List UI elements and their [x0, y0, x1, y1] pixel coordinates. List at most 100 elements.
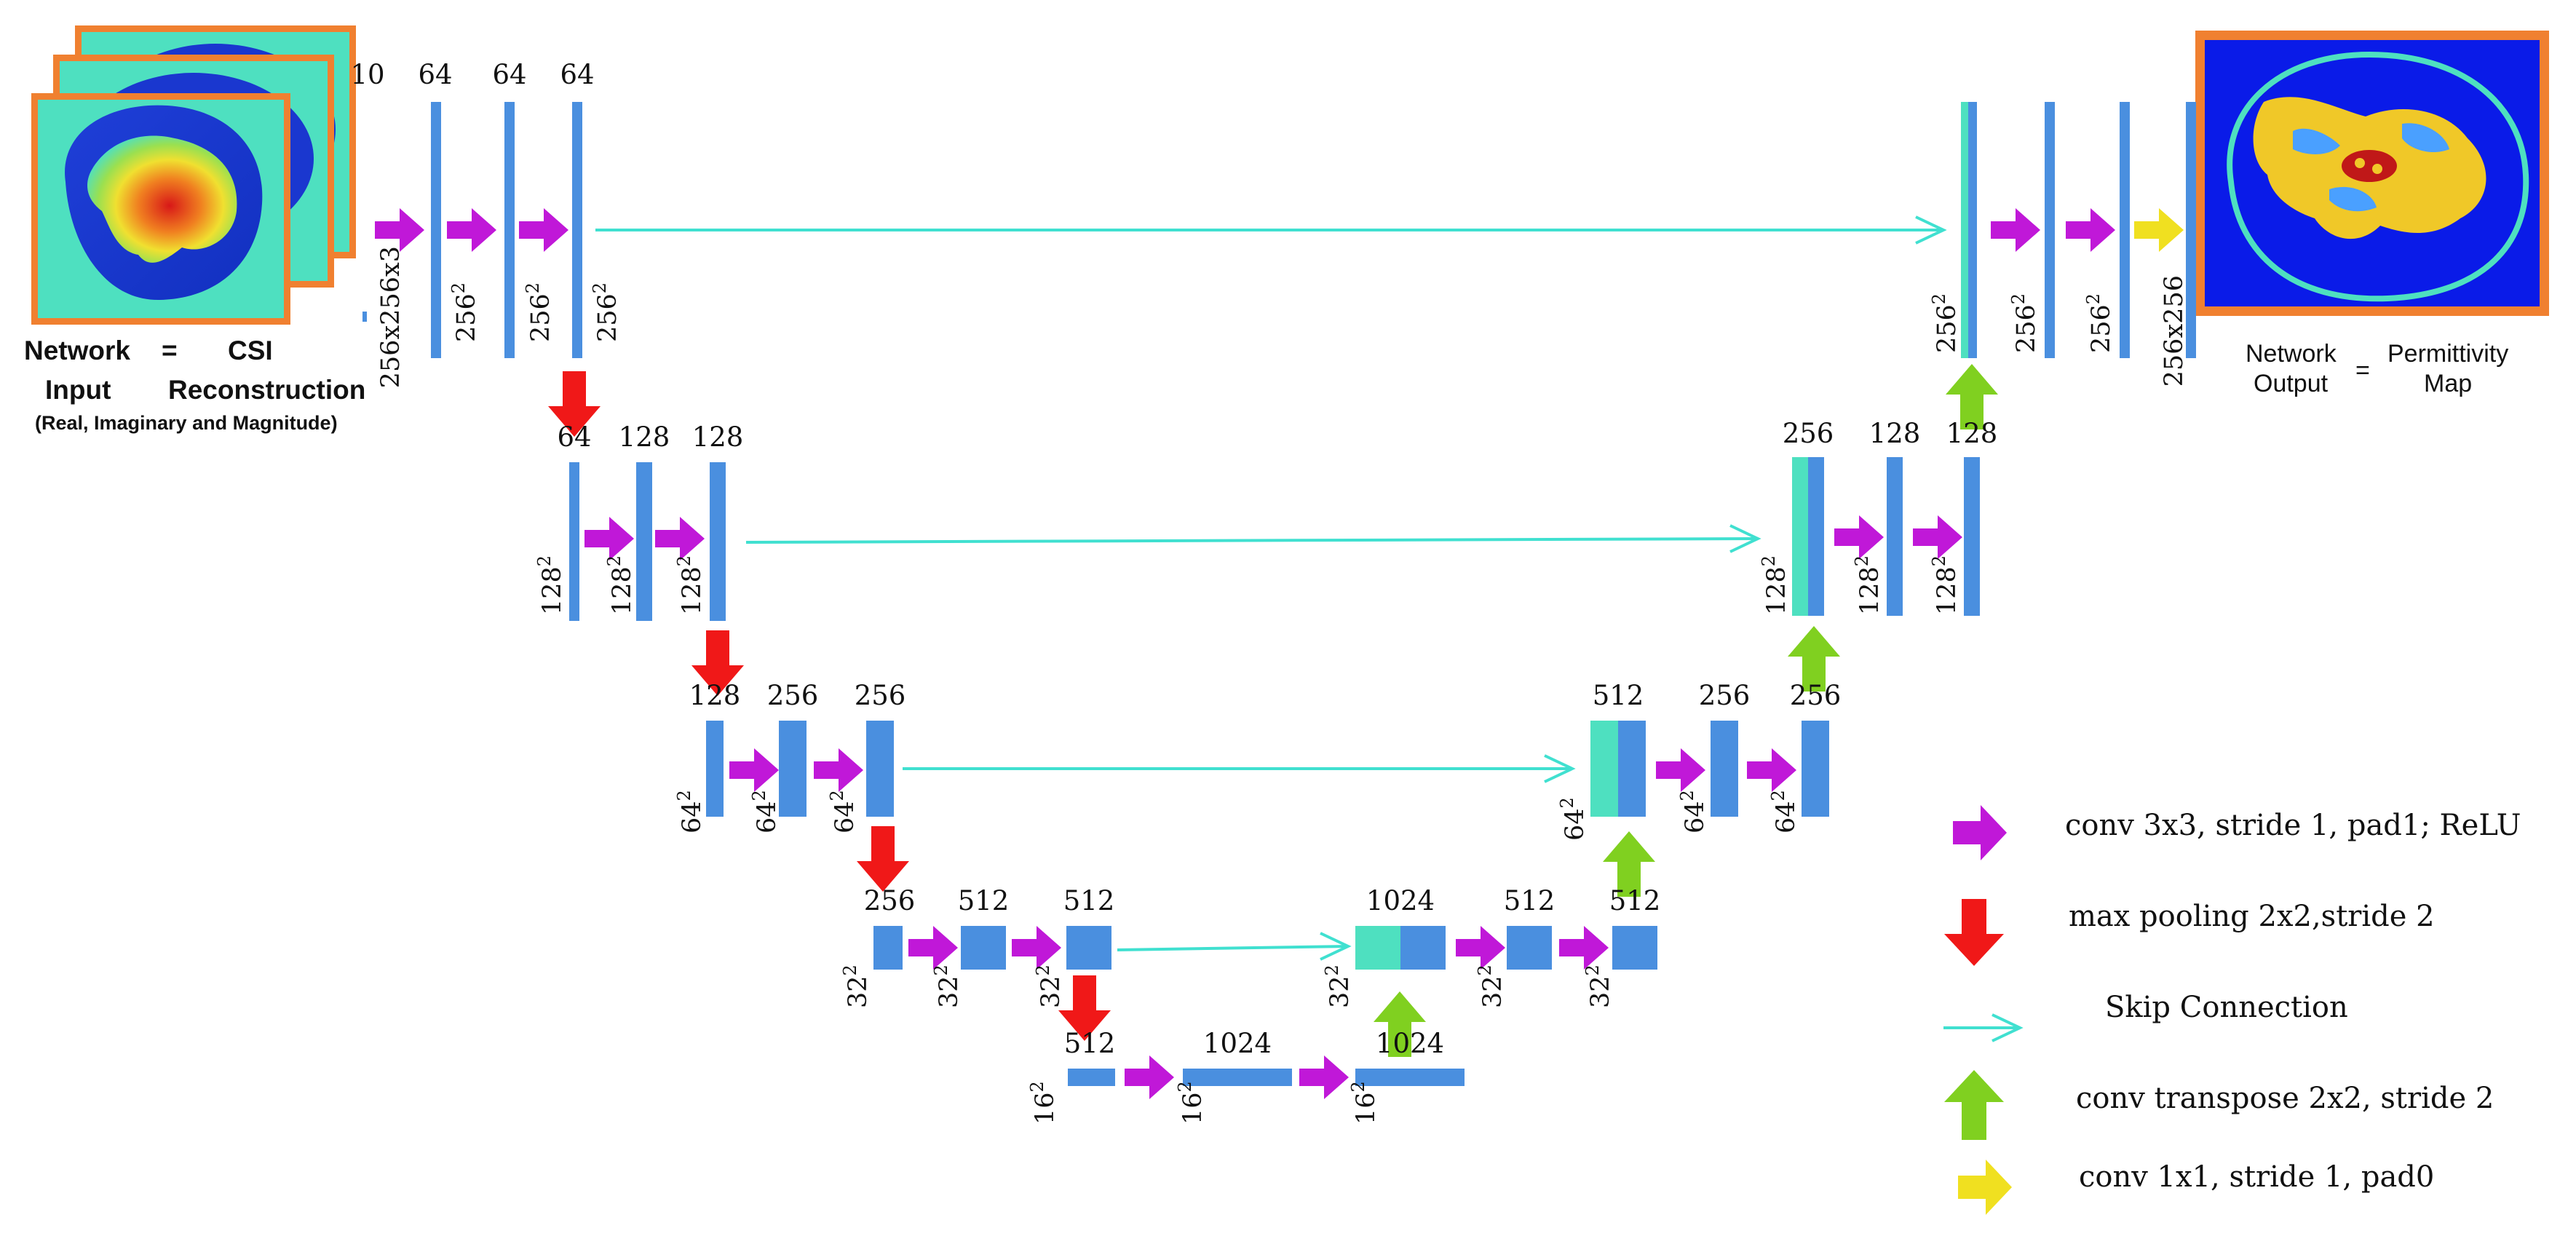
skip-arrowhead-level4	[1320, 932, 1352, 961]
legend-pool-label: max pooling 2x2,stride 2	[2069, 900, 2435, 933]
conv-arrow-icon	[1299, 1055, 1349, 1099]
size-label: 322	[1033, 964, 1066, 1008]
channel-label: 64	[557, 421, 591, 453]
conv-arrow-icon	[375, 208, 424, 252]
channel-label: 128	[619, 421, 670, 453]
svg-text:162: 162	[1027, 1081, 1060, 1125]
size-label: 322	[931, 964, 964, 1008]
feature-map-enc3-a	[706, 721, 724, 817]
legend-conv: conv 3x3, stride 1, pad1; ReLU	[1953, 805, 2521, 860]
size-label-output: 256x256	[2160, 275, 2189, 387]
feature-map-enc1-c	[572, 102, 582, 358]
conv-arrow-icon	[1456, 926, 1505, 970]
channel-label: 128	[692, 421, 744, 453]
channel-label: 128	[1869, 418, 1921, 449]
size-label: 1282	[1759, 555, 1791, 615]
size-label: 1282	[1852, 555, 1885, 615]
svg-text:642: 642	[1557, 797, 1590, 841]
channel-label: 128	[1946, 418, 1998, 449]
size-label: 2562	[1929, 293, 1962, 353]
pool-arrow-icon	[1944, 899, 2004, 966]
size-label: 2562	[590, 282, 622, 342]
skip-arrowhead-level1	[1915, 215, 1947, 245]
channel-label: 10	[350, 59, 384, 90]
input-image-front	[31, 93, 290, 325]
size-label: 2562	[2083, 293, 2116, 353]
feature-map-output	[2186, 102, 2196, 358]
conv-arrow-icon	[584, 517, 634, 560]
svg-text:322: 322	[1322, 964, 1355, 1008]
conv-arrow-icon	[908, 926, 958, 970]
conv-arrow-icon	[519, 208, 568, 252]
size-label: 322	[840, 964, 873, 1008]
size-label: 162	[1175, 1081, 1208, 1125]
channel-label: 256	[767, 680, 819, 711]
upconv-arrow-icon	[1944, 1070, 2004, 1140]
feature-maps	[362, 102, 2196, 1086]
svg-text:642: 642	[674, 790, 707, 833]
size-label: 322	[1582, 964, 1615, 1008]
svg-text:2562: 2562	[523, 282, 555, 342]
output-permittivity-map	[2195, 31, 2549, 316]
svg-text:162: 162	[1348, 1081, 1381, 1125]
legend-upconv: conv transpose 2x2, stride 2	[1944, 1070, 2494, 1140]
svg-text:1282: 1282	[1759, 555, 1791, 615]
conv-arrow-icon	[1125, 1055, 1174, 1099]
channel-label: 256	[864, 885, 916, 916]
channel-label: 512	[1064, 1028, 1116, 1059]
size-label: 1282	[534, 555, 567, 615]
output-label-equals: =	[2355, 357, 2370, 384]
output-label-network: Network	[2246, 340, 2337, 368]
legend-skip: Skip Connection	[1943, 991, 2348, 1042]
conv-arrows	[375, 208, 2115, 1099]
legend-pool: max pooling 2x2,stride 2	[1944, 899, 2435, 966]
upconv-arrow-icon	[1946, 364, 1998, 429]
svg-text:2562: 2562	[1929, 293, 1962, 353]
feature-map-dec2-b	[1887, 457, 1903, 616]
input-label-csi: CSI	[228, 336, 273, 365]
svg-text:642: 642	[1768, 790, 1801, 833]
skip-arrowhead-icon	[1992, 1013, 2024, 1042]
upconv-arrows	[1374, 364, 1998, 1057]
upconv-arrow-icon	[1603, 831, 1655, 897]
output-label-map: Map	[2424, 370, 2472, 397]
input-label-input: Input	[45, 375, 111, 405]
svg-text:642: 642	[827, 790, 860, 833]
legend: conv 3x3, stride 1, pad1; ReLU max pooli…	[1943, 805, 2521, 1215]
size-label-input: 256x256x3	[376, 246, 405, 388]
size-label: 1282	[674, 555, 707, 615]
feature-map-dec4-a	[1400, 926, 1446, 970]
channel-label: 1024	[1203, 1028, 1272, 1059]
concat-map-dec4	[1355, 926, 1400, 970]
size-label: 162	[1027, 1081, 1060, 1125]
feature-map-dec2-a	[1808, 457, 1824, 616]
conv-arrow-icon	[2066, 208, 2115, 252]
size-label: 2562	[2008, 293, 2041, 353]
pool-arrows	[548, 371, 1111, 1041]
feature-map-dec1-c	[2120, 102, 2130, 358]
feature-map-dec2-c	[1964, 457, 1980, 616]
svg-text:322: 322	[1475, 964, 1507, 1008]
feature-map-enc3-b	[779, 721, 807, 817]
size-label: 2562	[448, 282, 481, 342]
size-label: 2562	[523, 282, 555, 342]
input-image-stack	[31, 25, 356, 325]
channel-label: 256	[1783, 418, 1834, 449]
size-label: 162	[1348, 1081, 1381, 1125]
svg-text:162: 162	[1175, 1081, 1208, 1125]
size-label: 642	[1557, 797, 1590, 841]
concat-map-dec2	[1792, 457, 1808, 616]
feature-map-enc3-c	[866, 721, 894, 817]
legend-skip-label: Skip Connection	[2105, 991, 2348, 1024]
skip-line-level4	[1117, 945, 1349, 951]
pool-arrow-icon	[548, 371, 601, 437]
channel-label: 128	[689, 680, 741, 711]
feature-map-dec1-a	[1968, 102, 1977, 358]
feature-map-enc4-a	[873, 926, 903, 970]
feature-map-bottleneck-c	[1355, 1069, 1465, 1086]
input-label-sub: (Real, Imaginary and Magnitude)	[35, 412, 338, 434]
feature-map-enc2-a	[569, 462, 579, 621]
input-caption: Network = CSI Input Reconstruction (Real…	[24, 336, 365, 434]
conv-arrow-icon	[1953, 805, 2007, 860]
size-label: 322	[1322, 964, 1355, 1008]
